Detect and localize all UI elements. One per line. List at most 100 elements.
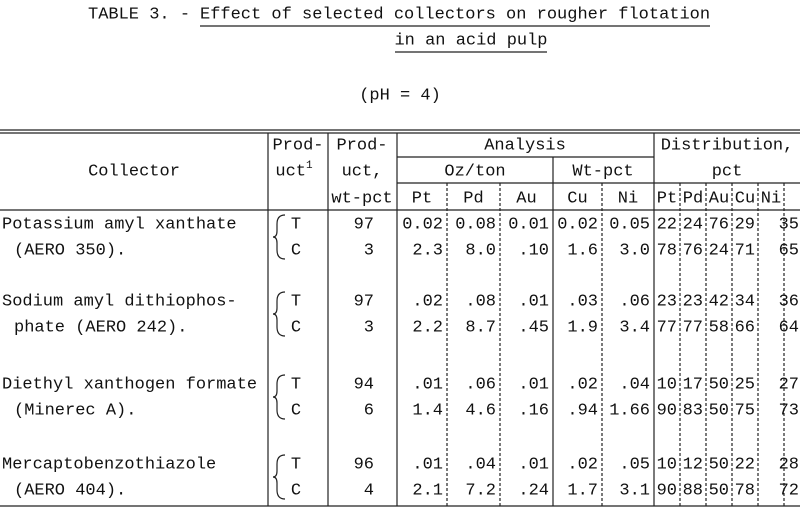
header-cell: Prod-	[272, 136, 323, 155]
cell: 1.7	[567, 481, 598, 500]
brace	[272, 291, 286, 337]
cell: 1.4	[412, 401, 443, 420]
cell: 23	[683, 292, 703, 311]
cell: 1.66	[609, 401, 650, 420]
cell: 2.3	[412, 241, 443, 260]
cell: 94	[354, 375, 374, 394]
cell: .01	[518, 292, 549, 311]
collector-name: phate (AERO 242).	[14, 318, 187, 337]
header-cell: Ni	[618, 189, 638, 208]
collector-name: (AERO 404).	[14, 481, 126, 500]
header-cell: uct1	[275, 160, 313, 182]
cell: 24	[683, 215, 703, 234]
footnote-mark: 1	[306, 160, 313, 172]
header-cell: wt-pct	[331, 189, 392, 208]
cell: 88	[683, 481, 703, 500]
cell: 6	[364, 401, 374, 420]
cell: 0.08	[455, 215, 496, 234]
cell: 90	[657, 401, 677, 420]
cell: 3.0	[619, 241, 650, 260]
title-line: Effect of selected collectors on rougher…	[200, 5, 710, 24]
cell: 50	[709, 375, 729, 394]
product-code: T	[291, 455, 301, 474]
cell: .01	[412, 375, 443, 394]
header-cell: Collector	[88, 162, 180, 181]
cell: 8.7	[465, 318, 496, 337]
header-cell: Prod-	[336, 136, 387, 155]
header-cell: Ni	[761, 189, 781, 208]
title-line: in an acid pulp	[394, 31, 547, 50]
header-cell: Pt	[657, 189, 677, 208]
cell: 77	[657, 318, 677, 337]
table-label: TABLE 3. -	[88, 5, 190, 24]
cell: 0.02	[402, 215, 443, 234]
cell: 22	[735, 455, 755, 474]
cell: 73	[779, 401, 799, 420]
cell: .01	[518, 455, 549, 474]
cell: 7.2	[465, 481, 496, 500]
cell: 72	[779, 481, 799, 500]
product-code: C	[291, 401, 301, 420]
cell: 3	[364, 318, 374, 337]
cell: .24	[518, 481, 549, 500]
header-cell: Pd	[463, 189, 483, 208]
cell: 2.1	[412, 481, 443, 500]
collector-name: Diethyl xanthogen formate	[2, 375, 257, 394]
cell: 90	[657, 481, 677, 500]
cell: 58	[709, 318, 729, 337]
cell: 78	[657, 241, 677, 260]
cell: .06	[465, 375, 496, 394]
cell: 10	[657, 375, 677, 394]
cell: 65	[779, 241, 799, 260]
cell: 71	[735, 241, 755, 260]
cell: 50	[709, 481, 729, 500]
cell: .04	[465, 455, 496, 474]
cell: 28	[779, 455, 799, 474]
collector-name: Mercaptobenzothiazole	[2, 455, 216, 474]
cell: 25	[735, 375, 755, 394]
cell: .16	[518, 401, 549, 420]
cell: 35	[779, 215, 799, 234]
cell: 76	[709, 215, 729, 234]
cell: 4.6	[465, 401, 496, 420]
cell: 24	[709, 241, 729, 260]
cell: .01	[412, 455, 443, 474]
header-cell: Au	[516, 189, 536, 208]
cell: 75	[735, 401, 755, 420]
header-cell: Pt	[412, 189, 432, 208]
cell: .05	[619, 455, 650, 474]
cell: 76	[683, 241, 703, 260]
header-cell: Distribution,	[661, 136, 794, 155]
cell: 77	[683, 318, 703, 337]
cell: 64	[779, 318, 799, 337]
cell: .08	[465, 292, 496, 311]
subtitle: (pH = 4)	[359, 86, 441, 105]
cell: 83	[683, 401, 703, 420]
brace	[272, 374, 286, 420]
cell: 23	[657, 292, 677, 311]
cell: 3	[364, 241, 374, 260]
cell: 97	[354, 215, 374, 234]
cell: 34	[735, 292, 755, 311]
collector-name: Potassium amyl xanthate	[2, 215, 237, 234]
cell: .03	[567, 292, 598, 311]
cell: .01	[518, 375, 549, 394]
cell: .04	[619, 375, 650, 394]
cell: 42	[709, 292, 729, 311]
cell: 0.05	[609, 215, 650, 234]
product-code: T	[291, 215, 301, 234]
header-cell: Pd	[683, 189, 703, 208]
cell: .06	[619, 292, 650, 311]
product-code: T	[291, 292, 301, 311]
cell: 0.01	[508, 215, 549, 234]
cell: 3.4	[619, 318, 650, 337]
cell: 22	[657, 215, 677, 234]
cell: 1.9	[567, 318, 598, 337]
cell: 17	[683, 375, 703, 394]
cell: 36	[779, 292, 799, 311]
header-cell: Analysis	[484, 136, 566, 155]
cell: 8.0	[465, 241, 496, 260]
collector-name: (AERO 350).	[14, 241, 126, 260]
cell: .02	[412, 292, 443, 311]
